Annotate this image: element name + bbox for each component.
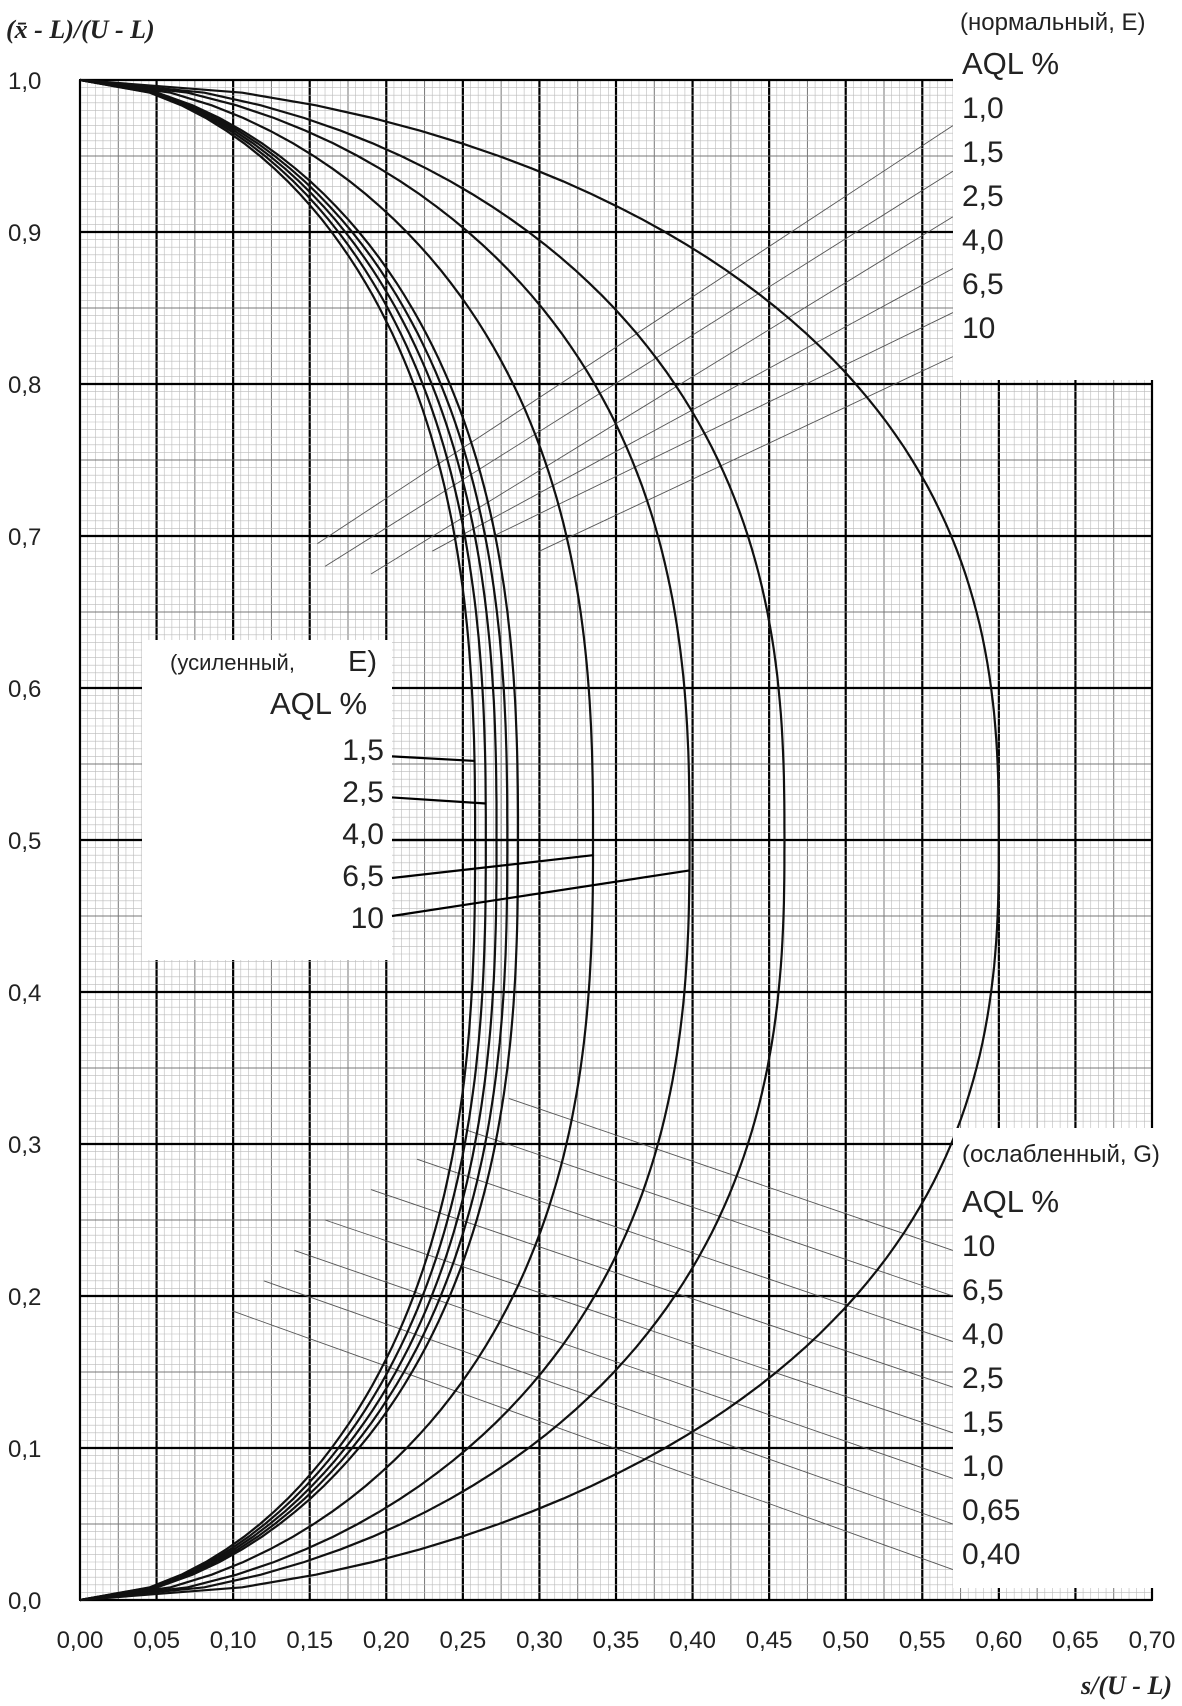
normal-legend-item: 4,0 xyxy=(962,224,1004,257)
tightened-leader xyxy=(391,796,486,805)
x-tick-label: 0,30 xyxy=(516,1627,563,1654)
tightened-legend-bg xyxy=(142,640,392,960)
x-tick-label: 0,10 xyxy=(210,1627,257,1654)
tightened-leader xyxy=(391,755,476,763)
y-tick-label: 1,0 xyxy=(8,68,41,95)
y-tick-label: 0,3 xyxy=(8,1132,41,1159)
reduced-legend-item: 1,5 xyxy=(962,1406,1004,1439)
tightened-leader xyxy=(391,869,690,918)
normal-leader-line xyxy=(432,268,954,552)
acceptance-curve xyxy=(79,78,1001,1602)
plot-frame xyxy=(79,79,1153,1601)
acceptance-curve xyxy=(79,78,520,1602)
reduced-legend-item: 4,0 xyxy=(962,1318,1004,1351)
x-tick-label: 0,65 xyxy=(1052,1627,1099,1654)
normal-leader-line xyxy=(539,356,954,552)
x-tick-label: 0,60 xyxy=(975,1627,1022,1654)
x-tick-label: 0,45 xyxy=(746,1627,793,1654)
x-tick-label: 0,05 xyxy=(133,1627,180,1654)
tightened-legend-item: 10 xyxy=(351,902,384,935)
reduced-legend-item: 6,5 xyxy=(962,1274,1004,1307)
normal-leader-line xyxy=(493,312,954,537)
reduced-legend-title: (ослабленный, G) xyxy=(962,1141,1160,1168)
acceptance-curve xyxy=(79,78,786,1602)
reduced-leader-line xyxy=(324,1219,954,1434)
x-tick-label: 0,15 xyxy=(286,1627,333,1654)
reduced-legend-aql: AQL % xyxy=(962,1184,1059,1219)
reduced-legend-item: 0,40 xyxy=(962,1538,1020,1571)
x-tick-label: 0,70 xyxy=(1129,1627,1176,1654)
reduced-legend-item: 1,0 xyxy=(962,1450,1004,1483)
reduced-leader-line xyxy=(508,1097,954,1251)
normal-leader-line xyxy=(370,216,954,575)
legend-leader-lines xyxy=(232,125,954,1571)
reduced-legend-item: 10 xyxy=(962,1230,995,1263)
reduced-legend-bg xyxy=(953,1128,1182,1588)
y-tick-label: 0,2 xyxy=(8,1284,41,1311)
x-tick-label: 0,50 xyxy=(822,1627,869,1654)
normal-legend-item: 10 xyxy=(962,312,995,345)
x-axis-label: s/(U - L) xyxy=(1080,1671,1172,1700)
y-tick-label: 0,0 xyxy=(8,1588,41,1615)
x-tick-label: 0,25 xyxy=(439,1627,486,1654)
normal-legend-item: 1,0 xyxy=(962,92,1004,125)
x-tick-label: 0,35 xyxy=(593,1627,640,1654)
y-tick-label: 0,1 xyxy=(8,1436,41,1463)
reduced-leader-line xyxy=(294,1249,954,1479)
y-tick-label: 0,4 xyxy=(8,980,41,1007)
y-axis-label: (x̄ - L)/(U - L) xyxy=(6,15,155,44)
normal-leader-line xyxy=(324,170,954,567)
x-tick-label: 0,55 xyxy=(899,1627,946,1654)
y-tick-label: 0,5 xyxy=(8,828,41,855)
normal-legend-item: 1,5 xyxy=(962,136,1004,169)
x-tick-label: 0,40 xyxy=(669,1627,716,1654)
y-tick-label: 0,8 xyxy=(8,372,41,399)
acceptance-curve xyxy=(79,78,595,1602)
tightened-legend: (усиленный, E) AQL % xyxy=(170,646,377,721)
x-tick-label: 0,20 xyxy=(363,1627,410,1654)
reduced-leader-line xyxy=(462,1128,954,1297)
tightened-legend-item: 4,0 xyxy=(342,818,384,851)
reduced-legend: (ослабленный, G) AQL % xyxy=(962,1141,1160,1219)
normal-legend-bg xyxy=(953,0,1182,380)
normal-legend-title: (нормальный, E) xyxy=(960,9,1146,36)
reduced-leader-line xyxy=(416,1158,954,1343)
x-tick-label: 0,00 xyxy=(57,1627,104,1654)
reduced-leader-line xyxy=(263,1280,954,1525)
legend-backgrounds xyxy=(142,0,1182,1588)
tightened-legend-title-e: E) xyxy=(348,646,377,678)
normal-leader-line xyxy=(317,125,954,544)
y-tick-label: 0,9 xyxy=(8,220,41,247)
tightened-legend-title: (усиленный, xyxy=(170,650,295,675)
tightened-legend-item: 6,5 xyxy=(342,860,384,893)
normal-legend: (нормальный, E) AQL % xyxy=(960,9,1146,81)
reduced-leader-line xyxy=(370,1189,954,1388)
acceptance-curve xyxy=(79,78,691,1602)
tightened-legend-item: 1,5 xyxy=(342,734,384,767)
tightened-legend-aql: AQL % xyxy=(270,686,367,721)
chart-labels: 0,00 0,05 0,10 0,15 0,20 0,25 0,30 0,35 0,40 0,45… xyxy=(8,68,1175,1654)
y-tick-label: 0,6 xyxy=(8,676,41,703)
normal-legend-item: 2,5 xyxy=(962,180,1004,213)
tightened-leader xyxy=(391,854,594,880)
reduced-legend-item: 0,65 xyxy=(962,1494,1020,1527)
tightened-legend-item: 2,5 xyxy=(342,776,384,809)
normal-legend-item: 6,5 xyxy=(962,268,1004,301)
normal-legend-aql: AQL % xyxy=(962,46,1059,81)
y-tick-label: 0,7 xyxy=(8,524,41,551)
reduced-legend-item: 2,5 xyxy=(962,1362,1004,1395)
reduced-leader-line xyxy=(232,1310,954,1571)
tightened-leader-lines xyxy=(391,755,690,918)
